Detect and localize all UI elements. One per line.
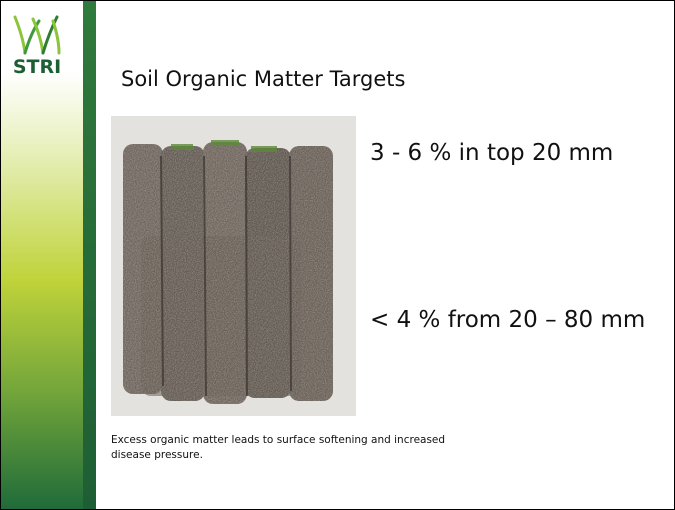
target-point: < 4 % from 20 – 80 mm: [370, 307, 646, 333]
photo: [111, 116, 356, 416]
logo-text: STRI: [13, 56, 61, 78]
caption: Excess organic matter leads to surface s…: [111, 434, 446, 461]
logo: STRI: [13, 15, 61, 78]
sidebar-bar: [83, 1, 96, 509]
target-point: 3 - 6 % in top 20 mm: [370, 140, 614, 166]
sidebar: [1, 1, 83, 509]
slide-title: Soil Organic Matter Targets: [121, 67, 406, 91]
